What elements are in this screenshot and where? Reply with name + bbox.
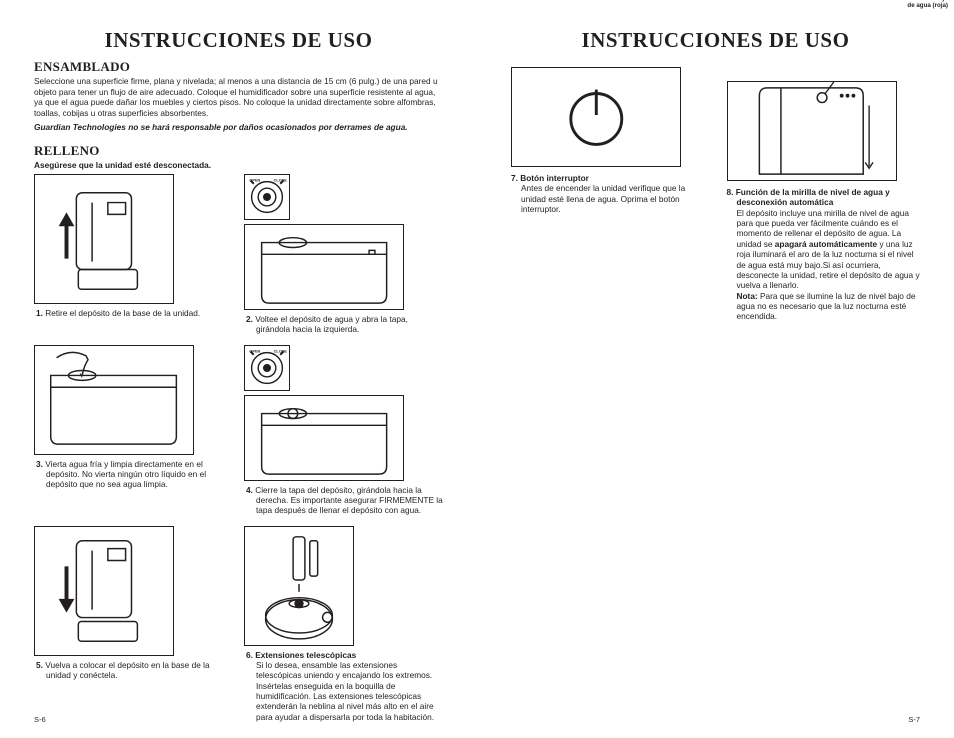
step-8-annotation: Luz de nivel bajode agua (roja) [898, 0, 948, 10]
step-4-figure [244, 395, 404, 481]
step-1-figure [34, 174, 174, 304]
step-8-title: 8. Función de la mirilla de nivel de agu… [737, 187, 921, 208]
step-6-figure [244, 526, 354, 646]
steps-grid: 1. Retire el depósito de la base de la u… [34, 174, 443, 722]
step-3: 3. Vierta agua fría y limpia directament… [34, 345, 214, 516]
step-2-caption: 2. Voltee el depósito de agua y abra la … [254, 314, 444, 335]
step-6: 6. Extensiones telescópicas Si lo desea,… [244, 526, 444, 723]
step-3-figure [34, 345, 194, 455]
section-relleno-head: RELLENO [34, 143, 443, 159]
step-8: Luz de nivel bajode agua (roja) [727, 67, 921, 322]
step-6-body: Si lo desea, ensamble las extensiones te… [254, 660, 444, 722]
step-4-inset-figure: OPEN CLOSE [244, 345, 290, 391]
page-title-right: INSTRUCCIONES DE USO [511, 28, 920, 53]
step-5: 5. Vuelva a colocar el depósito en la ba… [34, 526, 214, 723]
step-4-caption: 4. Cierre la tapa del depósito, girándol… [254, 485, 444, 516]
svg-text:OPEN: OPEN [249, 349, 260, 353]
page-left: INSTRUCCIONES DE USO ENSAMBLADO Seleccio… [0, 0, 477, 738]
svg-text:CLOSE: CLOSE [274, 349, 288, 353]
step-7-figure [511, 67, 681, 167]
svg-text:OPEN: OPEN [249, 178, 260, 182]
step-3-caption: 3. Vierta agua fría y limpia directament… [44, 459, 214, 490]
step-6-caption: 6. Extensiones telescópicas [254, 650, 444, 660]
step-5-figure [34, 526, 174, 656]
section-ensamblado-disclaimer: Guardian Technologies no se hará respons… [34, 122, 443, 132]
step-8-figure [727, 81, 897, 181]
section-ensamblado-body: Seleccione una superficie firme, plana y… [34, 76, 443, 118]
step-4: OPEN CLOSE 4. Cierre la tapa del depósito… [244, 345, 444, 516]
step-7-title: 7. Botón interruptor [521, 173, 705, 183]
step-8-body: El depósito incluye una mirilla de nivel… [737, 208, 921, 322]
step-1: 1. Retire el depósito de la base de la u… [34, 174, 214, 335]
page-number-left: S-6 [34, 715, 46, 724]
svg-text:CLOSE: CLOSE [274, 178, 288, 182]
step-1-caption: 1. Retire el depósito de la base de la u… [44, 308, 214, 318]
step-2-figure [244, 224, 404, 310]
page-title-left: INSTRUCCIONES DE USO [34, 28, 443, 53]
step-2-inset-figure: OPEN CLOSE [244, 174, 290, 220]
section-ensamblado-head: ENSAMBLADO [34, 59, 443, 75]
page-number-right: S-7 [908, 715, 920, 724]
step-2: OPEN CLOSE 2. Voltee el depósito de agua … [244, 174, 444, 335]
section-relleno-subhead: Asegúrese que la unidad esté desconectad… [34, 160, 443, 170]
step-5-caption: 5. Vuelva a colocar el depósito en la ba… [44, 660, 214, 681]
page-right: INSTRUCCIONES DE USO 7. Botón interrupto… [477, 0, 954, 738]
step-7: 7. Botón interruptor Antes de encender l… [511, 67, 705, 322]
step-7-body: Antes de encender la unidad verifique qu… [521, 183, 705, 214]
